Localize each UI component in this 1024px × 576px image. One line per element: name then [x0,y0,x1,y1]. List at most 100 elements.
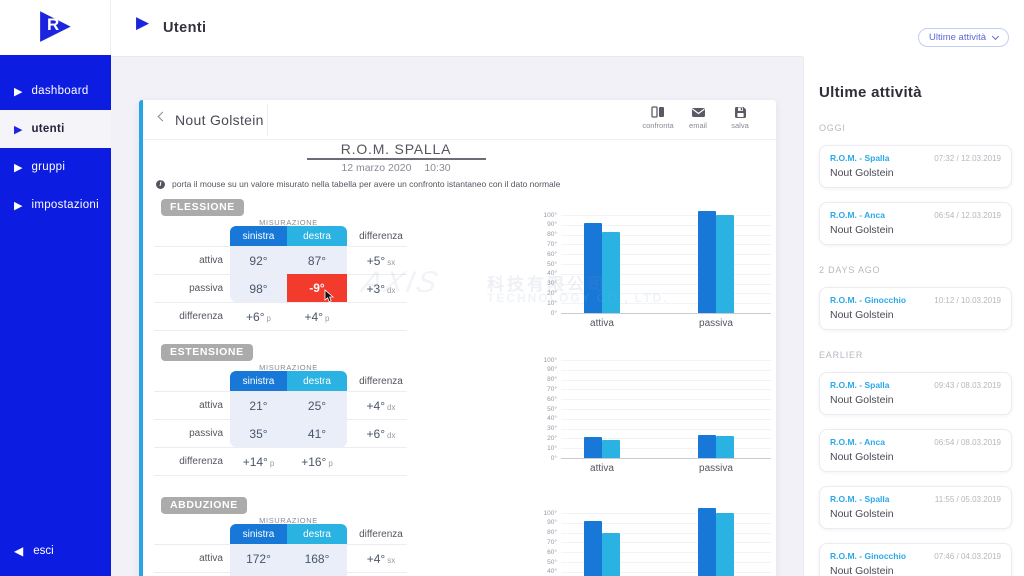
cell-sinistra[interactable]: 98° [249,282,268,296]
back-button[interactable] [157,111,169,123]
row-label: attiva [199,255,223,266]
activity-title: R.O.M. - Spalla [830,153,890,163]
y-axis-tick: 20° [547,289,557,297]
chart-gridline [561,264,771,265]
activity-card[interactable]: R.O.M. - Anca 06:54 / 08.03.2019 Nout Gols… [819,429,1012,472]
chart-gridline [561,438,771,440]
cell-sinistra[interactable]: 21° [249,399,268,413]
logo-letter: R [47,15,60,34]
row-divider [154,246,407,247]
bar-destra-attiva [602,440,620,458]
cell-sinistra[interactable]: +6° p [246,310,271,324]
cell-sinistra[interactable]: 172° [246,552,271,566]
column-header-differenza: differenza [359,375,403,387]
row-divider [154,391,407,392]
activity-card-top: R.O.M. - Ginocchio 07:46 / 04.03.2019 [830,551,1001,561]
cell-differenza[interactable]: +3° dx [366,282,396,296]
column-header-destra[interactable]: destra [287,371,347,391]
report-title-underline [307,158,486,160]
y-axis-tick: 40° [547,415,557,423]
cell-destra[interactable]: +4° p [304,310,330,324]
main-area: Nout Golstein confronta email [111,57,803,576]
compare-icon [651,106,664,118]
column-header-sinistra[interactable]: sinistra [230,524,287,544]
chart-gridline [561,513,771,514]
cell-destra[interactable]: 41° [307,427,327,441]
confronta-button[interactable]: confronta [636,106,680,130]
cell-destra[interactable]: 168° [304,552,330,566]
chart-gridline [561,448,771,450]
sidebar-item-utenti[interactable]: ▶ utenti [0,110,111,148]
dropdown-label: Ultime attività [928,32,986,43]
cell-sinistra[interactable]: +14° p [242,455,275,469]
row-label: passiva [189,428,223,439]
chart-gridline [561,379,771,381]
ultime-attivita-dropdown[interactable]: Ultime attività [917,28,1009,47]
activity-card[interactable]: R.O.M. - Spalla 11:55 / 05.03.2019 Nout Go… [819,486,1012,529]
rom-bar-chart: 0°10°20°30°40°50°60°70°80°90°100°attivap… [540,500,774,576]
chart-gridline [561,224,771,226]
chart-gridline [561,399,771,401]
activity-card[interactable]: R.O.M. - Anca 06:54 / 12.03.2019 Nout Gols… [819,202,1012,245]
activity-patient-name: Nout Golstein [830,394,894,406]
cell-differenza[interactable]: +5° sx [366,254,396,268]
report-datetime: 12 marzo 2020 10:30 [246,162,546,174]
activity-title: R.O.M. - Anca [830,437,885,447]
section-badge: ESTENSIONE [161,344,253,361]
cell-differenza[interactable]: +4° dx [366,399,396,413]
email-button[interactable]: email [676,106,720,130]
cell-destra-alert[interactable]: -9° [287,274,347,303]
cell-differenza[interactable]: +6° dx [366,427,396,441]
row-label: attiva [199,400,223,411]
y-axis-tick: 60° [547,548,557,556]
activity-patient-name: Nout Golstein [830,508,894,520]
chart-gridline [561,234,771,236]
chart-gridline [561,254,771,256]
y-axis-tick: 10° [547,444,557,452]
chart-gridline [561,522,771,524]
activity-card[interactable]: R.O.M. - Ginocchio 10:12 / 10.03.2019 Nout… [819,287,1012,330]
activity-datetime: 06:54 / 12.03.2019 [934,210,1001,220]
cell-sinistra[interactable]: 92° [249,254,268,268]
app-logo-icon[interactable]: ▶ R [34,2,80,51]
chevron-left-icon [157,111,168,122]
salva-button[interactable]: salva [718,106,762,130]
y-axis-tick: 10° [547,299,557,307]
column-header-destra[interactable]: destra [287,226,347,246]
activity-card[interactable]: R.O.M. - Spalla 09:43 / 08.03.2019 Nout Go… [819,372,1012,415]
logout-label: esci [33,545,54,557]
y-axis-tick: 80° [547,231,557,239]
section-estensione: ESTENSIONE MISURAZIONE sinistra destra diffe… [143,341,780,491]
sidebar-item-dashboard[interactable]: ▶ dashboard [0,72,111,110]
chart-gridline [561,571,771,573]
column-header-sinistra[interactable]: sinistra [230,371,287,391]
y-axis-tick: 90° [547,519,557,527]
row-label: passiva [189,283,223,294]
logout-button[interactable]: ◀ esci [14,544,54,558]
settings-icon: ▶ [14,199,23,212]
page-title: Utenti [163,20,207,36]
activity-patient-name: Nout Golstein [830,309,894,321]
chart-gridline [561,283,771,285]
chart-gridline [561,273,771,275]
activity-card[interactable]: R.O.M. - Spalla 07:32 / 12.03.2019 Nout Go… [819,145,1012,188]
cell-destra[interactable]: +16° p [301,455,333,469]
page-title-play-icon: ▶ [136,13,150,32]
y-axis-tick: 50° [547,558,557,566]
cell-sinistra[interactable]: 35° [249,427,268,441]
y-axis-tick: 90° [547,366,557,374]
column-header-sinistra[interactable]: sinistra [230,226,287,246]
sidebar-item-impostazioni[interactable]: ▶ impostazioni [0,186,111,224]
action-label: salva [731,121,749,130]
cell-destra[interactable]: 87° [307,254,327,268]
cell-differenza[interactable]: +4° sx [366,552,396,566]
bar-destra-attiva [602,231,620,313]
activity-card[interactable]: R.O.M. - Ginocchio 07:46 / 04.03.2019 Nout… [819,543,1012,576]
sidebar-item-gruppi[interactable]: ▶ gruppi [0,148,111,186]
cell-destra[interactable]: 25° [307,399,327,413]
report-time: 10:30 [424,162,451,174]
column-header-destra[interactable]: destra [287,524,347,544]
chart-baseline [561,458,771,459]
chart-gridline [561,244,771,246]
